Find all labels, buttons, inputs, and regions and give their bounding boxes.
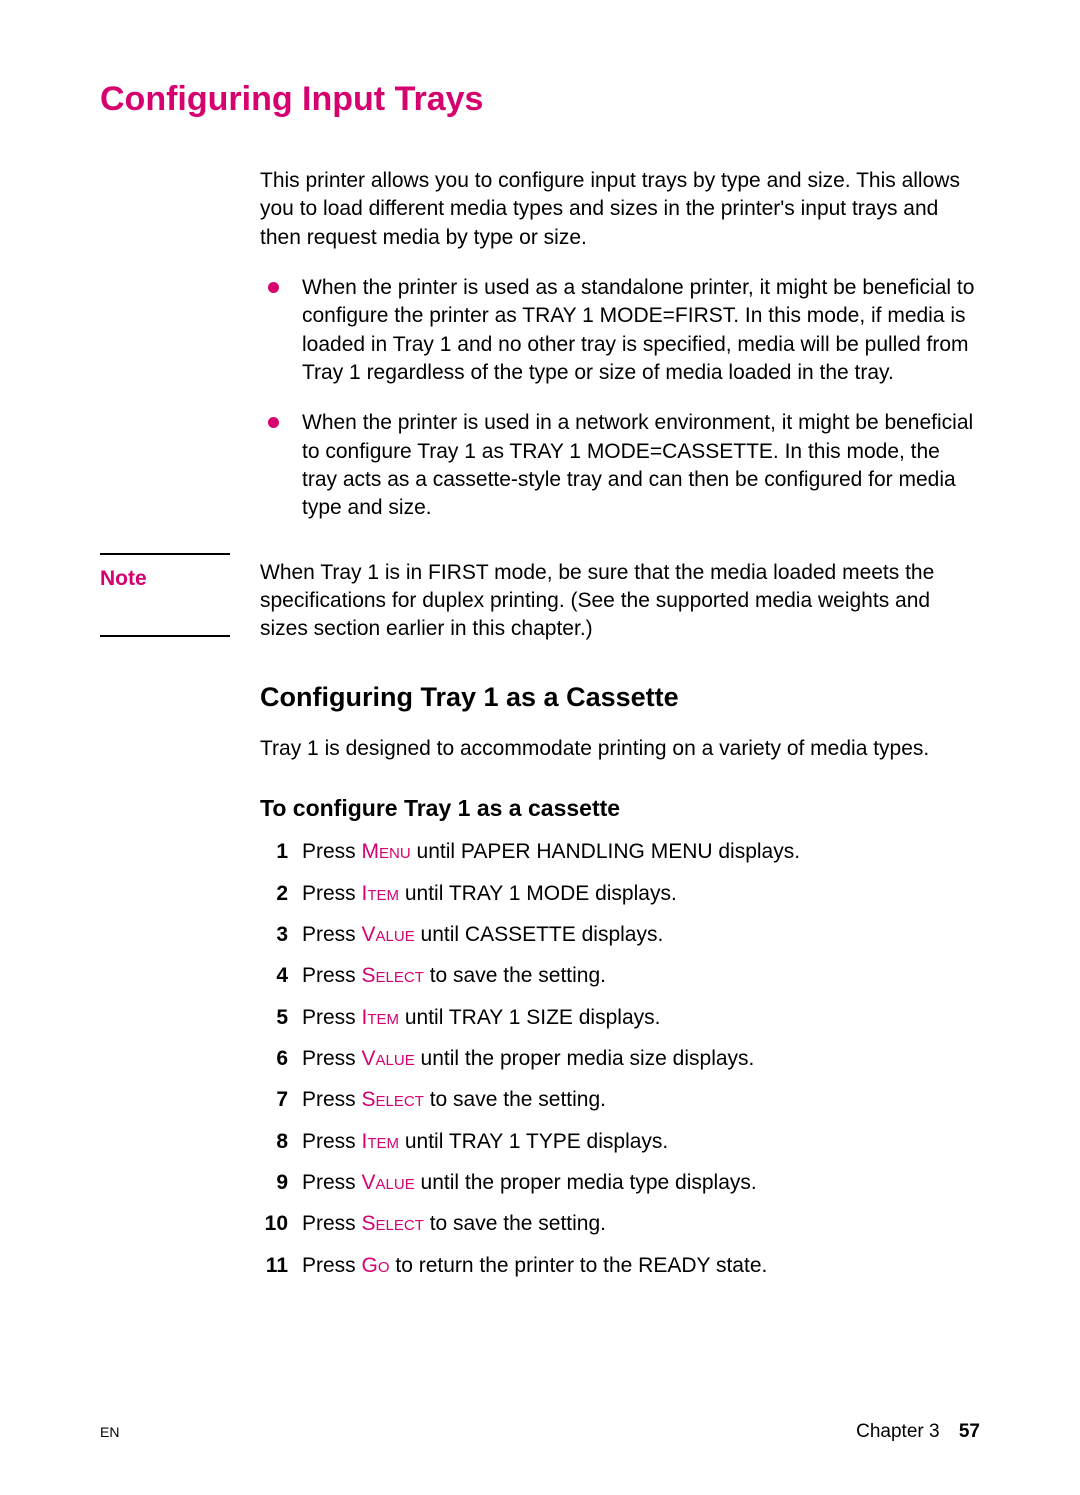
- bullet-item: When the printer is used as a standalone…: [260, 274, 980, 387]
- step-number: 3: [260, 921, 302, 949]
- step-text: Press Menu until PAPER HANDLING MENU dis…: [302, 838, 980, 866]
- step-text: Press Select to save the setting.: [302, 1210, 980, 1238]
- numbered-item: 7Press Select to save the setting.: [260, 1086, 980, 1114]
- button-name: Select: [362, 964, 424, 987]
- intro-paragraph: This printer allows you to configure inp…: [260, 167, 980, 252]
- step-number: 1: [260, 838, 302, 866]
- subsection-title: Configuring Tray 1 as a Cassette: [260, 682, 980, 713]
- note-label: Note: [100, 553, 230, 637]
- step-number: 2: [260, 880, 302, 908]
- note-label-column: Note: [100, 553, 260, 637]
- button-name: Item: [362, 1006, 400, 1029]
- page-number: 57: [959, 1421, 980, 1442]
- numbered-list: 1Press Menu until PAPER HANDLING MENU di…: [260, 838, 980, 1280]
- numbered-item: 1Press Menu until PAPER HANDLING MENU di…: [260, 838, 980, 866]
- numbered-item: 3Press Value until CASSETTE displays.: [260, 921, 980, 949]
- bullet-list: When the printer is used as a standalone…: [260, 274, 980, 523]
- numbered-item: 6Press Value until the proper media size…: [260, 1045, 980, 1073]
- button-name: Go: [362, 1254, 390, 1277]
- step-number: 11: [260, 1252, 302, 1280]
- note-section: Note When Tray 1 is in FIRST mode, be su…: [100, 553, 980, 644]
- step-number: 7: [260, 1086, 302, 1114]
- bullet-item: When the printer is used in a network en…: [260, 409, 980, 522]
- step-text: Press Go to return the printer to the RE…: [302, 1252, 980, 1280]
- step-text: Press Item until TRAY 1 MODE displays.: [302, 880, 980, 908]
- main-title: Configuring Input Trays: [100, 80, 980, 119]
- step-number: 8: [260, 1128, 302, 1156]
- step-number: 9: [260, 1169, 302, 1197]
- button-name: Menu: [362, 840, 411, 863]
- button-name: Value: [362, 1047, 415, 1070]
- footer-right: Chapter 3 57: [856, 1421, 980, 1443]
- note-text: When Tray 1 is in FIRST mode, be sure th…: [260, 553, 980, 644]
- button-name: Item: [362, 1130, 400, 1153]
- step-number: 4: [260, 962, 302, 990]
- page-footer: EN Chapter 3 57: [100, 1421, 980, 1443]
- step-text: Press Value until the proper media size …: [302, 1045, 980, 1073]
- numbered-item: 10Press Select to save the setting.: [260, 1210, 980, 1238]
- numbered-item: 4Press Select to save the setting.: [260, 962, 980, 990]
- subsection-intro: Tray 1 is designed to accommodate printi…: [260, 735, 980, 763]
- procedure-title: To configure Tray 1 as a cassette: [260, 795, 980, 822]
- numbered-item: 8Press Item until TRAY 1 TYPE displays.: [260, 1128, 980, 1156]
- button-name: Value: [362, 1171, 415, 1194]
- step-text: Press Value until the proper media type …: [302, 1169, 980, 1197]
- content-area: This printer allows you to configure inp…: [260, 167, 980, 1280]
- step-text: Press Select to save the setting.: [302, 962, 980, 990]
- step-text: Press Select to save the setting.: [302, 1086, 980, 1114]
- button-name: Select: [362, 1088, 424, 1111]
- footer-left: EN: [100, 1424, 119, 1440]
- step-text: Press Item until TRAY 1 SIZE displays.: [302, 1004, 980, 1032]
- step-text: Press Value until CASSETTE displays.: [302, 921, 980, 949]
- step-number: 5: [260, 1004, 302, 1032]
- numbered-item: 9Press Value until the proper media type…: [260, 1169, 980, 1197]
- button-name: Item: [362, 882, 400, 905]
- step-text: Press Item until TRAY 1 TYPE displays.: [302, 1128, 980, 1156]
- numbered-item: 2Press Item until TRAY 1 MODE displays.: [260, 880, 980, 908]
- numbered-item: 5Press Item until TRAY 1 SIZE displays.: [260, 1004, 980, 1032]
- button-name: Value: [362, 923, 415, 946]
- button-name: Select: [362, 1212, 424, 1235]
- step-number: 10: [260, 1210, 302, 1238]
- step-number: 6: [260, 1045, 302, 1073]
- numbered-item: 11Press Go to return the printer to the …: [260, 1252, 980, 1280]
- chapter-label: Chapter 3: [856, 1421, 939, 1442]
